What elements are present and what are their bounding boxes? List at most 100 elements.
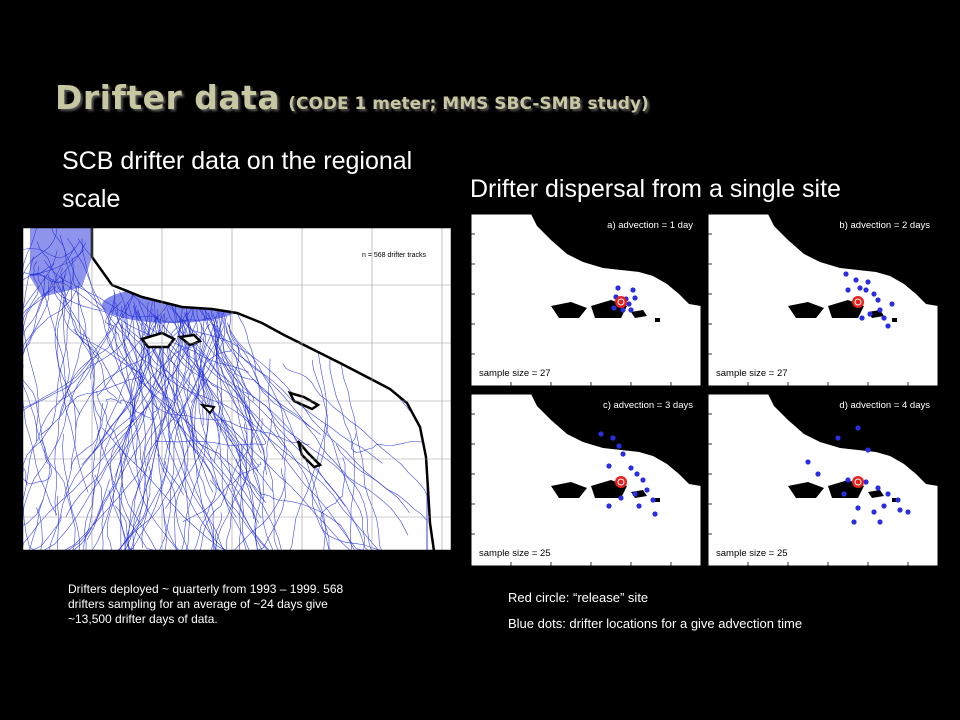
drifter-track — [212, 313, 409, 536]
drifter-dot — [863, 479, 869, 485]
drifter-track — [115, 505, 135, 551]
map-frame — [22, 227, 452, 551]
drifter-track — [213, 512, 223, 551]
left-heading: SCB drifter data on the regional scale — [62, 147, 413, 213]
dispersal-panel-4: d) advection = 4 days sample size = 25 — [707, 393, 939, 567]
drifter-track — [22, 305, 137, 551]
drifter-dot — [606, 463, 612, 469]
drifter-track — [115, 309, 267, 475]
drifter-dot — [865, 447, 871, 453]
island — [892, 498, 897, 502]
drifter-track — [183, 320, 219, 432]
release-site-circle — [852, 476, 864, 488]
drifter-track — [82, 301, 153, 551]
island — [868, 490, 884, 498]
drifter-track — [289, 331, 328, 551]
drifter-dot — [626, 301, 632, 307]
drifter-dot — [859, 315, 865, 321]
drifter-track — [118, 449, 129, 551]
drifter-dot — [598, 431, 604, 437]
drifter-dot — [845, 477, 851, 483]
drifter-track — [182, 461, 262, 523]
sample-size-label: sample size = 25 — [479, 548, 551, 559]
dispersal-panel-3: c) advection = 3 days sample size = 25 — [470, 393, 702, 567]
drifter-track — [228, 324, 261, 462]
drifter-track — [158, 315, 227, 551]
drifter-track — [172, 319, 190, 551]
drifter-track — [72, 479, 110, 551]
drifter-track — [84, 403, 103, 551]
drifter-dot — [615, 285, 621, 291]
track-count-legend: n = 568 drifter tracks — [362, 252, 427, 259]
island-nicolas — [199, 403, 216, 415]
dispersal-panel-1: a) advection = 1 day sample size = 27 — [470, 213, 702, 387]
drifter-track — [282, 363, 428, 551]
drifter-track — [171, 306, 220, 491]
panel-label: b) advection = 2 days — [839, 220, 930, 231]
drifter-track — [199, 423, 248, 551]
drifter-track — [81, 302, 138, 466]
drifter-dot — [845, 287, 851, 293]
drifter-dot — [606, 503, 612, 509]
drifter-track — [235, 384, 372, 551]
drifter-track — [22, 289, 116, 458]
drifter-track — [22, 285, 78, 464]
drifter-track — [255, 435, 280, 551]
drifter-dot — [895, 497, 901, 503]
drifter-track — [328, 329, 355, 551]
drifter-track — [48, 312, 188, 551]
land-area — [92, 227, 452, 551]
drifter-track — [137, 309, 197, 454]
drifter-track — [320, 457, 384, 551]
drifter-track — [70, 399, 108, 469]
drifter-track — [184, 409, 282, 551]
drifter-dot — [650, 497, 656, 503]
drifter-dot — [897, 507, 903, 513]
drifter-track — [22, 286, 58, 516]
drifter-track — [101, 323, 211, 457]
island-san-clemente — [296, 440, 323, 469]
drifter-track — [190, 385, 214, 493]
dispersal-panels: a) advection = 1 day sample size = 27 b) a… — [467, 212, 942, 570]
drifter-dot — [843, 271, 849, 277]
drifter-track — [54, 330, 85, 516]
drifter-track — [118, 315, 191, 551]
drifter-dot — [855, 505, 861, 511]
drifter-dot — [632, 295, 638, 301]
mainland — [768, 394, 938, 486]
drifter-dot — [855, 425, 861, 431]
drifter-track — [197, 305, 250, 427]
title-sub: (CODE 1 meter; MMS SBC-SMB study) — [288, 94, 649, 114]
drifter-track — [119, 307, 194, 551]
drifter-dot — [636, 503, 642, 509]
drifter-dot — [610, 435, 616, 441]
island — [892, 318, 897, 322]
release-site-note: Red circle: “release” site — [508, 590, 649, 605]
regional-map-svg: n = 568 drifter tracks — [22, 227, 452, 551]
drifter-dot — [877, 519, 883, 525]
island-santa-rosa — [176, 333, 203, 347]
drifter-track — [181, 297, 221, 551]
drifter-dot — [640, 477, 646, 483]
drifter-track — [22, 278, 54, 436]
drifter-dot — [815, 471, 821, 477]
drifter-track — [115, 326, 138, 465]
mainland — [768, 214, 938, 306]
release-site-ring — [617, 298, 625, 306]
drifter-dot — [857, 285, 863, 291]
panel-label: a) advection = 1 day — [607, 220, 693, 231]
release-site-ring — [617, 478, 625, 486]
drifter-track — [77, 282, 103, 421]
drifter-track — [157, 453, 190, 551]
island — [655, 318, 660, 322]
drifter-dot — [620, 307, 626, 313]
coastline — [90, 227, 436, 551]
drifter-track — [30, 515, 62, 551]
drifter-track — [120, 308, 157, 551]
drifter-dot — [863, 287, 869, 293]
drifter-track — [29, 439, 51, 551]
drifter-track — [158, 314, 225, 551]
drifter-dot — [871, 509, 877, 515]
drifter-track — [210, 306, 311, 428]
